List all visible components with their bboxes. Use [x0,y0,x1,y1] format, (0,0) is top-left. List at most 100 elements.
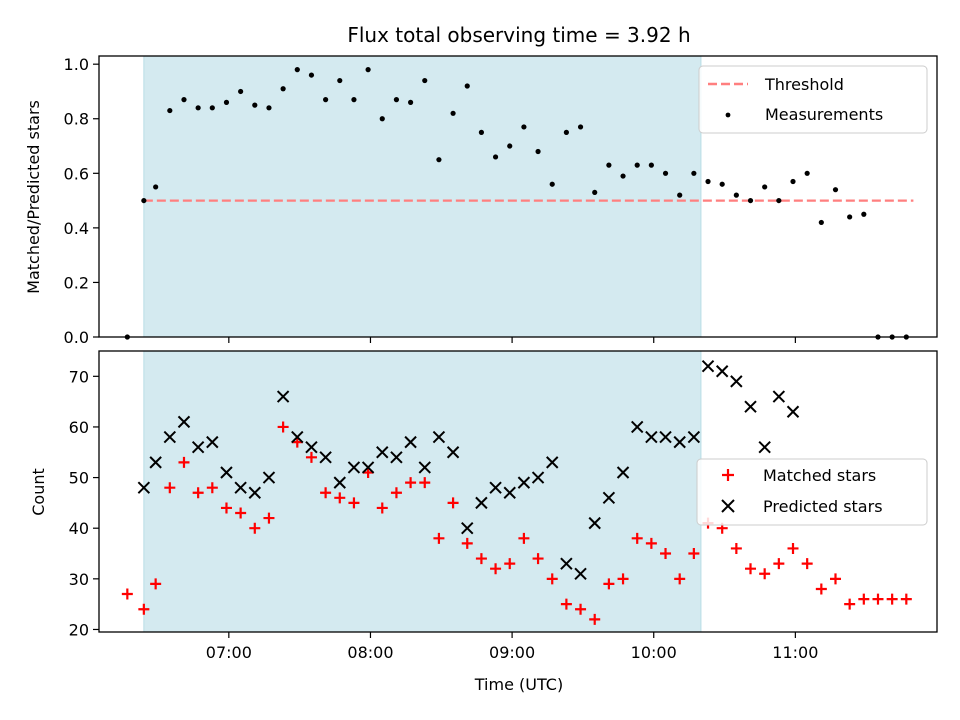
measurement-point [563,129,569,135]
matched-star-point [730,542,742,554]
measurement-point [280,86,286,92]
bottom-y-axis-label: Count [29,468,48,516]
measurement-point [861,211,867,217]
measurement-point [478,129,485,135]
measurement-point [691,170,697,176]
x-tick-label: 10:00 [631,643,677,662]
measurement-point [223,99,230,105]
measurement-point [464,83,470,89]
matched-star-point [518,532,530,544]
matched-star-point [546,573,558,585]
measurement-point [592,189,598,196]
measurement-point [521,124,527,130]
x-axis-label: Time (UTC) [474,675,563,694]
measurement-point [492,154,499,160]
matched-star-point [532,553,544,565]
measurement-point [308,72,315,78]
matched-star-point [745,563,757,575]
matched-star-point [138,603,150,615]
top-y-tick-label: 1.0 [64,55,89,74]
predicted-star-point [220,466,233,479]
matched-star-point [829,573,841,585]
predicted-star-point [248,486,262,499]
matched-star-point [815,583,827,595]
legend-matched-swatch [722,469,734,481]
predicted-star-point [758,440,771,454]
bottom-y-tick-label: 40 [69,519,89,538]
measurement-point [535,148,541,155]
observing-window-top [143,55,702,338]
predicted-star-point [163,430,177,444]
measurement-point [323,97,329,103]
matched-star-point [872,593,884,605]
predicted-star-point [347,461,361,474]
predicted-star-point [432,430,446,444]
measurement-point [422,77,428,84]
matched-star-point [206,482,218,494]
predicted-star-point [276,390,290,403]
predicted-star-point [305,440,318,454]
matched-star-point [376,502,388,514]
measurement-point [705,178,711,185]
matched-star-point [490,563,502,575]
measurement-point [141,197,147,204]
matched-star-point [235,507,247,519]
predicted-star-point [616,466,630,479]
x-tick-label: 07:00 [206,643,252,662]
measurement-point [776,197,782,204]
predicted-star-point [262,471,276,484]
legend-matched-label: Matched stars [763,466,876,485]
matched-star-point [787,542,799,554]
chart-title: Flux total observing time = 3.92 h [347,23,690,47]
top-y-tick-label: 0.2 [64,273,89,292]
matched-star-point [759,568,771,580]
matched-star-point [178,456,190,468]
predicted-star-point [560,557,573,570]
matched-star-point [504,558,516,570]
top-y-ticks: 0.0 0.2 0.4 0.6 0.8 1.0 [64,55,99,347]
measurement-point [620,173,626,179]
measurement-point [181,97,187,103]
top-y-tick-label: 0.0 [64,328,89,347]
matched-star-point [277,421,289,433]
matched-star-point [192,487,204,499]
top-y-tick-label: 0.8 [64,110,89,129]
bottom-y-tick-label: 50 [69,469,89,488]
predicted-star-point [191,440,205,454]
predicted-star-point [291,430,304,444]
measurement-point [648,162,654,168]
top-y-axis-label: Matched/Predicted stars [24,100,43,294]
predicted-star-point [772,390,786,403]
bottom-legend-box [696,458,928,526]
measurement-point [733,192,739,198]
matched-star-point [475,553,487,565]
top-y-tick-label: 0.6 [64,164,89,183]
matched-star-point [405,477,417,489]
predicted-star-point [503,486,516,499]
bottom-y-tick-label: 70 [69,367,89,386]
predicted-star-point [744,400,757,413]
predicted-star-point [715,365,729,378]
measurement-point [804,170,810,176]
matched-star-point [617,573,629,585]
x-tick-label: 11:00 [772,643,818,662]
predicted-star-point [137,481,151,494]
matched-star-point [263,512,275,524]
bottom-panel: 07:00 08:00 09:00 10:00 11:00 20 30 40 50 60 70 C… [29,350,938,694]
measurement-point [847,214,853,220]
measurement-point [762,184,768,190]
predicted-star-point [602,491,616,505]
measurement-point [167,107,173,114]
predicted-star-point [376,446,389,459]
bottom-y-tick-label: 30 [69,570,89,589]
measurement-point [195,105,201,111]
predicted-star-point [206,435,219,449]
measurement-point [790,178,796,185]
predicted-star-point [730,375,743,388]
predicted-star-point [475,496,488,510]
predicted-star-point [673,435,686,449]
predicted-star-point [517,476,531,489]
matched-star-point [631,532,643,544]
top-x-ticks [228,337,796,343]
matched-star-point [334,492,346,504]
